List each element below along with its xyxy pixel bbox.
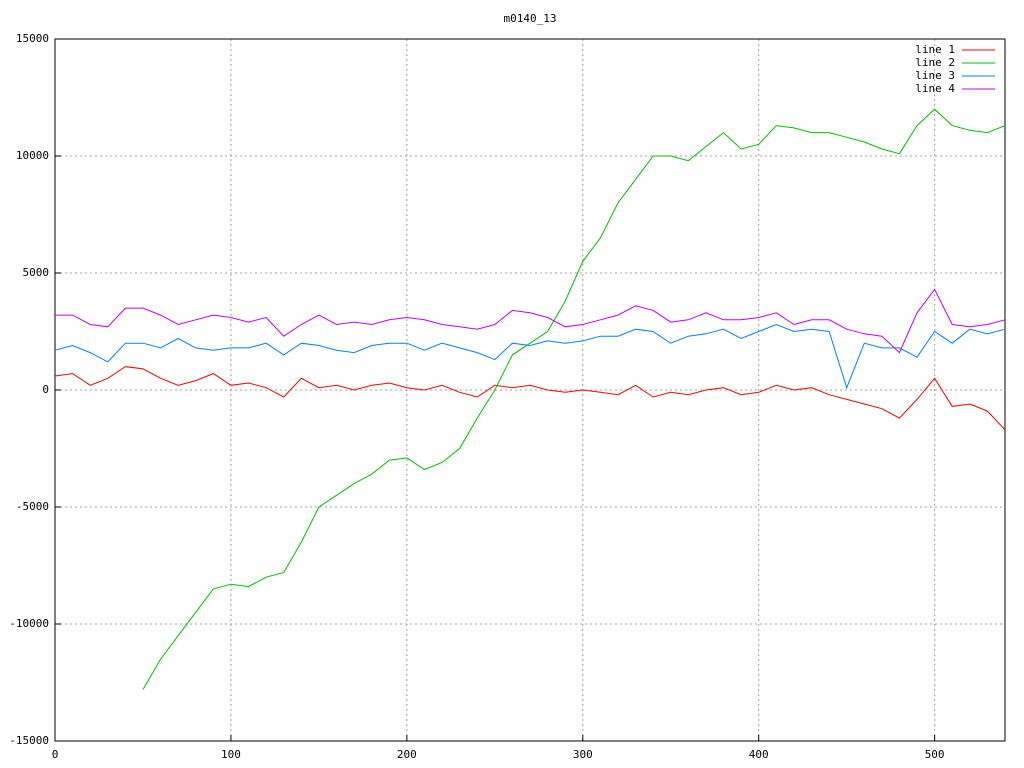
- x-tick-label: 0: [52, 748, 59, 761]
- legend-label: line 2: [915, 56, 955, 69]
- y-tick-label: -5000: [16, 500, 49, 513]
- series-line: [142, 108, 1006, 690]
- legend-label: line 1: [915, 43, 955, 56]
- x-tick-label: 500: [925, 748, 945, 761]
- legend-label: line 4: [915, 82, 955, 95]
- y-tick-label: 5000: [23, 266, 50, 279]
- chart-title: m0140_13: [504, 12, 557, 25]
- y-tick-label: 10000: [16, 149, 49, 162]
- y-tick-label: -10000: [9, 617, 49, 630]
- x-tick-label: 300: [573, 748, 593, 761]
- legend-label: line 3: [915, 69, 955, 82]
- series-line: [54, 366, 1006, 431]
- series-line: [55, 288, 1006, 354]
- x-tick-label: 400: [749, 748, 769, 761]
- x-tick-label: 200: [397, 748, 417, 761]
- plot-frame: [54, 38, 1006, 742]
- y-tick-label: 15000: [16, 32, 49, 45]
- x-tick-label: 100: [221, 748, 241, 761]
- y-tick-label: 0: [42, 383, 49, 396]
- y-tick-label: -15000: [9, 734, 49, 747]
- series-line: [54, 323, 1006, 390]
